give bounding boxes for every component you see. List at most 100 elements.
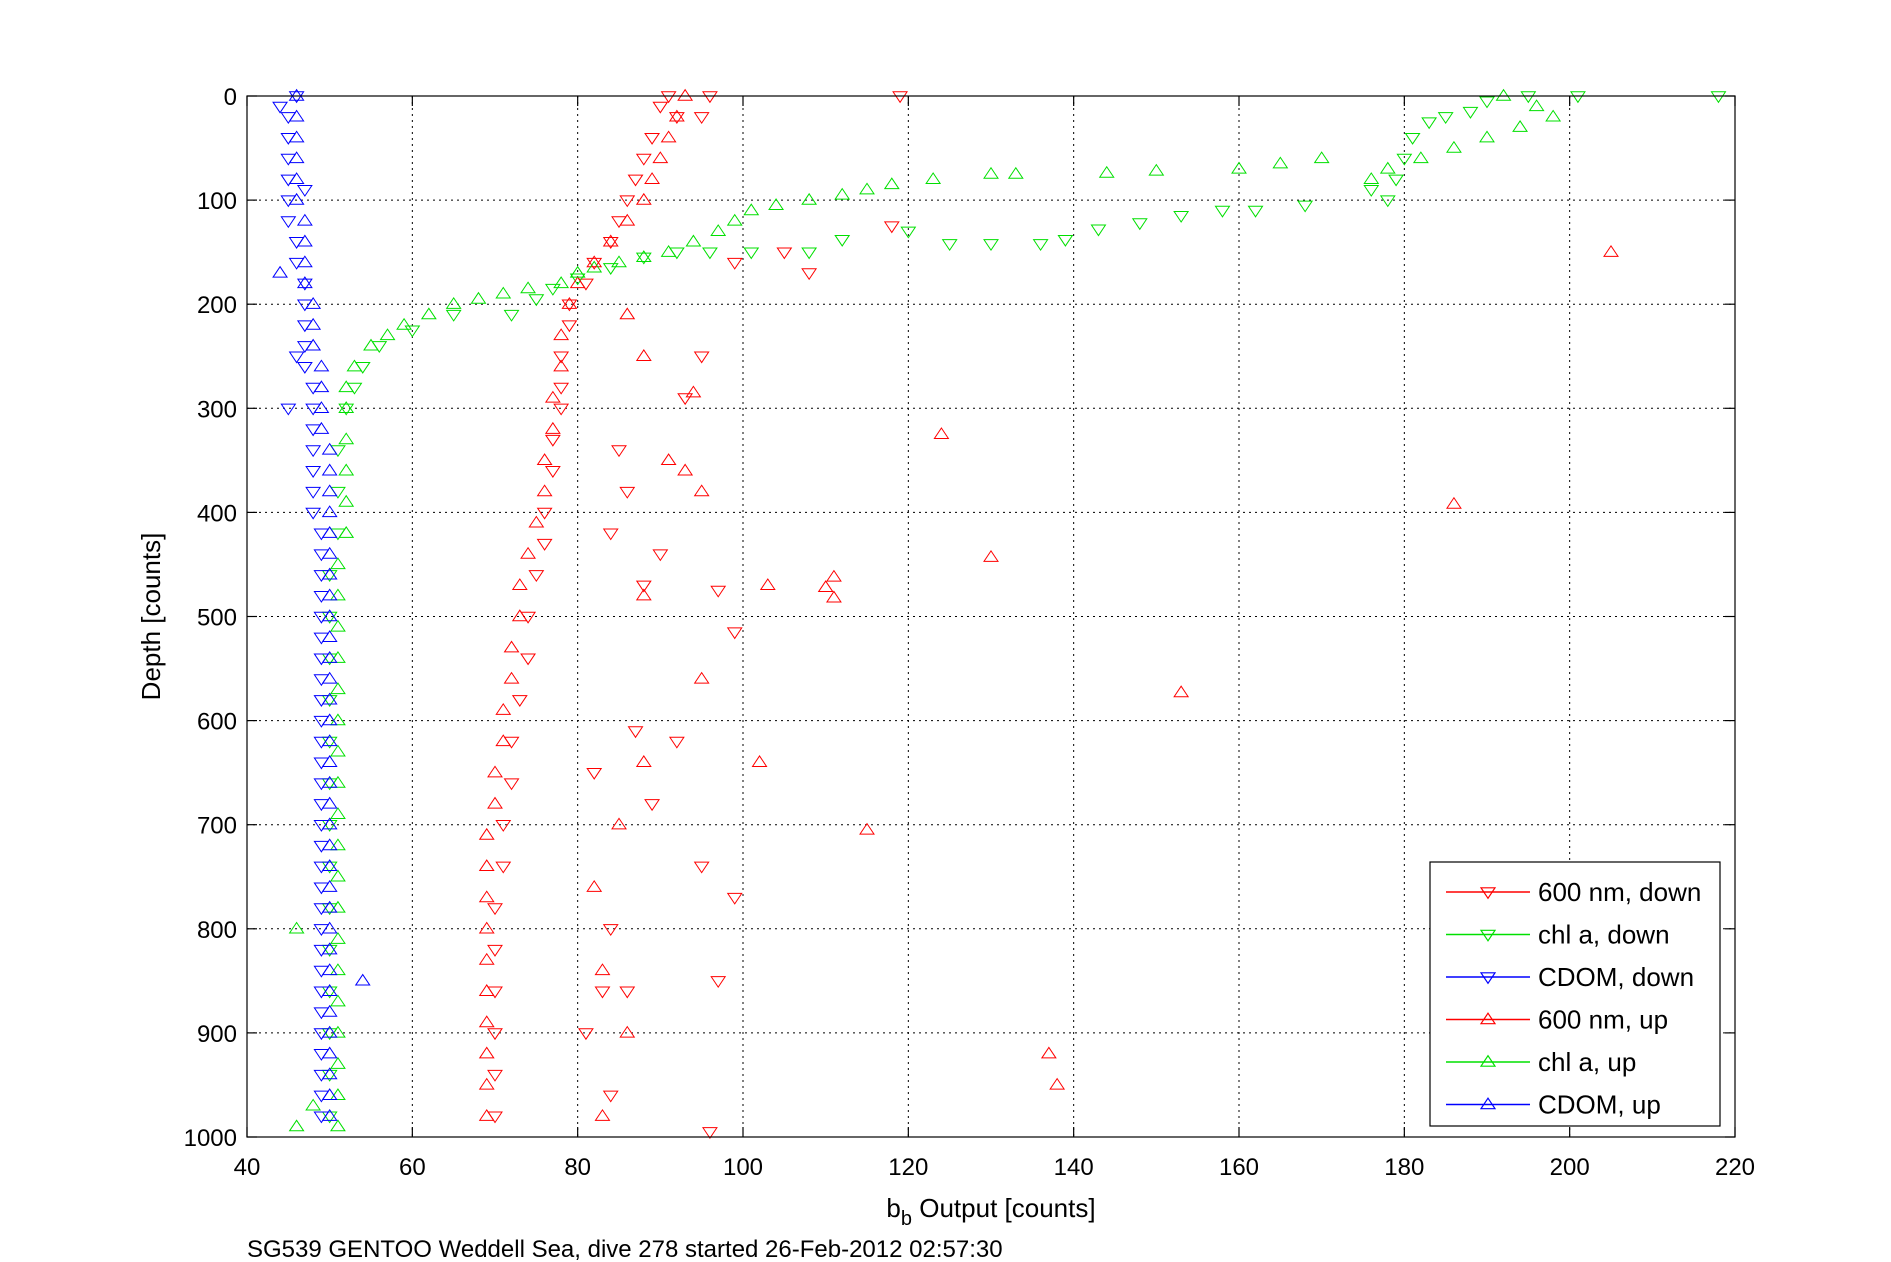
data-point-marker [478, 984, 495, 996]
data-point-marker [495, 820, 512, 832]
data-point-marker [354, 973, 371, 986]
data-point-marker [635, 153, 652, 166]
data-point-marker [693, 861, 710, 874]
data-point-marker [726, 213, 743, 226]
data-point-marker [329, 775, 346, 788]
legend-label: 600 nm, down [1538, 877, 1701, 907]
data-point-marker [825, 569, 842, 582]
data-point-marker [817, 580, 834, 593]
data-point-marker [528, 570, 545, 583]
data-point-marker [478, 827, 495, 840]
data-point-marker [569, 265, 586, 278]
data-point-marker [478, 952, 495, 965]
data-point-marker [305, 317, 322, 330]
x-axis-label-rest: Output [counts] [912, 1193, 1096, 1223]
legend-label: chl a, up [1538, 1047, 1636, 1077]
data-point-marker [685, 385, 702, 398]
data-point-marker [652, 549, 669, 562]
data-point-marker [1297, 200, 1314, 213]
data-point-marker [677, 463, 694, 476]
data-point-marker [668, 736, 685, 749]
data-point-marker [776, 247, 793, 260]
data-point-marker [561, 296, 578, 309]
data-point-marker [313, 401, 330, 413]
data-point-marker [329, 838, 346, 851]
data-point-marker [544, 434, 561, 447]
data-point-marker [536, 538, 553, 551]
data-point-marker [329, 963, 346, 976]
data-point-marker [619, 1025, 636, 1038]
data-point-marker [1173, 685, 1190, 698]
data-point-marker [635, 192, 652, 205]
legend-marker [1479, 1097, 1497, 1110]
x-axis-label-main: b [886, 1193, 900, 1223]
data-point-marker [338, 401, 355, 413]
data-point-marker [644, 132, 661, 145]
data-point-marker [503, 640, 520, 653]
data-point-marker [321, 611, 338, 624]
data-point-marker [644, 799, 661, 812]
data-point-marker [1520, 91, 1537, 104]
data-point-marker [321, 942, 338, 955]
legend-label: chl a, down [1538, 920, 1670, 950]
data-point-marker [983, 549, 999, 562]
data-point-marker [1363, 172, 1380, 184]
data-point-marker [495, 734, 512, 747]
legend-entry: chl a, down [1446, 920, 1670, 950]
data-point-marker [470, 291, 487, 304]
y-tick-label: 200 [197, 292, 237, 319]
y-tick-label: 900 [197, 1021, 237, 1048]
legend-marker [1479, 929, 1497, 942]
x-axis-label: bb Output [counts] [886, 1193, 1095, 1230]
x-tick-label: 140 [1054, 1154, 1094, 1181]
data-point-marker [825, 590, 842, 603]
legend: 600 nm, down chl a, down CDOM, down 600 nm,… [1429, 861, 1721, 1127]
data-point-marker [329, 1088, 346, 1101]
data-point-marker [487, 765, 503, 778]
data-point-marker [1148, 163, 1165, 176]
data-point-marker [1090, 224, 1107, 237]
data-point-marker [710, 976, 727, 989]
data-point-marker [1710, 91, 1727, 104]
x-tick-label: 220 [1715, 1154, 1755, 1181]
data-point-marker [329, 932, 346, 944]
data-point-marker [305, 296, 322, 309]
data-point-marker [478, 1046, 495, 1059]
data-point-marker [305, 466, 322, 478]
data-point-marker [561, 299, 578, 312]
data-point-marker [296, 255, 313, 268]
data-point-marker [445, 309, 462, 322]
data-point-marker [329, 619, 346, 632]
data-point-marker [288, 172, 305, 184]
data-point-marker [983, 239, 999, 252]
data-point-marker [329, 1056, 346, 1069]
data-point-marker [321, 921, 338, 934]
data-point-marker [321, 859, 338, 872]
data-point-marker [768, 198, 785, 211]
data-point-marker [321, 861, 338, 874]
y-tick-label: 100 [197, 188, 237, 215]
data-point-marker [495, 286, 512, 299]
data-point-marker [635, 580, 652, 593]
data-point-marker [296, 278, 313, 291]
data-point-marker [859, 182, 875, 195]
data-point-marker [726, 257, 743, 270]
data-point-marker [553, 328, 570, 341]
data-point-marker [834, 187, 851, 200]
data-point-marker [528, 515, 545, 528]
data-point-marker [635, 250, 652, 263]
data-point-marker [503, 671, 520, 684]
data-point-marker [859, 822, 875, 835]
data-point-marker [1040, 1046, 1057, 1059]
data-point-marker [801, 247, 818, 260]
data-point-marker [321, 1111, 338, 1124]
data-point-marker [586, 257, 603, 270]
data-point-marker [329, 900, 346, 913]
data-point-marker [569, 273, 586, 286]
data-point-marker [478, 1077, 495, 1090]
data-point-marker [329, 713, 346, 726]
data-point-marker [321, 755, 338, 767]
legend-entry: CDOM, down [1446, 962, 1694, 992]
data-point-marker [321, 695, 338, 707]
data-point-marker [321, 1067, 338, 1080]
